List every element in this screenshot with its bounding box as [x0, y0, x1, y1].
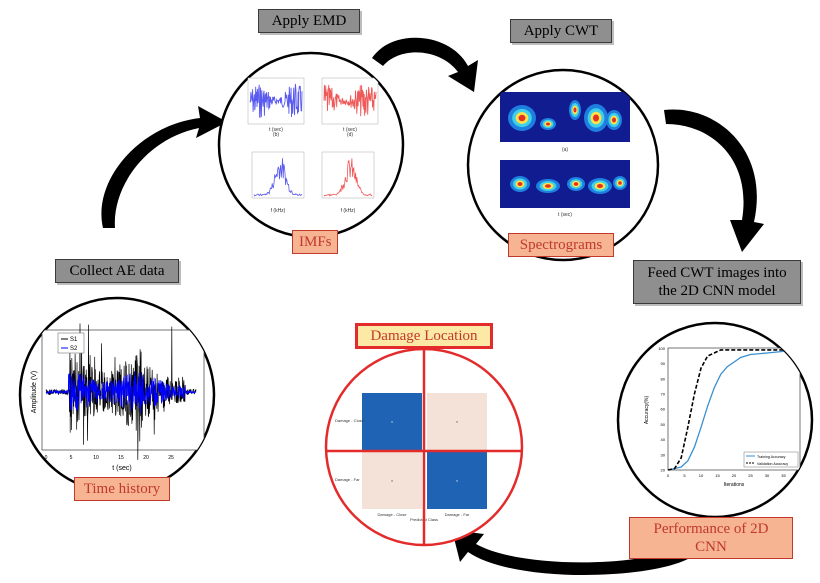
time-history-xtick: 0 [45, 455, 48, 461]
cm-cell-close-far [427, 393, 487, 450]
accuracy-legend-validation: Validation Accuracy [757, 462, 788, 466]
accuracy-axes [667, 347, 801, 471]
accuracy-xtick: 10 [699, 473, 704, 478]
imf-xlabel-time-right: t (sec) [343, 127, 357, 133]
output-time-history: Time history [74, 477, 170, 501]
accuracy-xtick: 15 [715, 473, 720, 478]
output-imfs: IMFs [292, 230, 338, 254]
step-feed-cwt-images: Feed CWT images into the 2D CNN model [633, 260, 801, 304]
output-performance-2d-cnn: Performance of 2D CNN [629, 517, 793, 559]
step-apply-emd: Apply EMD [258, 9, 360, 33]
spectrogram-top-blobs [508, 100, 622, 132]
time-history-xtick: 5 [70, 455, 73, 461]
arrow-emd-to-cwt [372, 37, 478, 92]
accuracy-ytick: 50 [661, 422, 666, 427]
accuracy-ytick: 30 [661, 452, 666, 457]
spectrogram-energy-blob [618, 181, 622, 185]
imf-freq-red-trace [323, 158, 373, 197]
accuracy-xtick: 5 [683, 473, 686, 478]
accuracy-xtick: 25 [748, 473, 753, 478]
imf-freq-red-plot [321, 151, 375, 199]
accuracy-ytick: 40 [661, 437, 666, 442]
time-history-ylabel: Amplitude (V) [31, 371, 38, 413]
imf-xlabel-freq-right: f (kHz) [341, 208, 356, 214]
spectrogram-energy-blob [573, 107, 577, 113]
arrow-collect-to-emd [101, 106, 227, 228]
time-history-xtick: 15 [118, 455, 124, 461]
imf-freq-blue-trace [253, 158, 303, 197]
spectrogram-energy-blob [517, 182, 523, 186]
accuracy-xtick: 35 [781, 473, 786, 478]
accuracy-ytick: 20 [661, 468, 666, 473]
time-history-s2-trace [45, 371, 197, 414]
accuracy-legend-training: Training Accuracy [757, 455, 786, 459]
time-history-legend-s1: S1 [70, 337, 78, 343]
accuracy-xtick: 30 [765, 473, 770, 478]
flow-arrows [101, 37, 764, 576]
spectrogram-bottom-blobs [510, 176, 627, 194]
imf-caption-d: (d) [347, 132, 353, 138]
imf-circle: (b) (d) t (sec) t (sec) f (kHz) f (kHz) [217, 51, 405, 239]
imf-freq-blue-plot [251, 151, 305, 199]
time-history-legend-s2: S2 [70, 346, 78, 352]
arrow-cwt-to-feed [664, 109, 764, 252]
imf-time-red-trace [323, 84, 377, 117]
imf-xlabel-time-left: t (sec) [269, 127, 283, 133]
accuracy-ytick: 70 [661, 392, 666, 397]
time-history-xtick: 20 [143, 455, 149, 461]
svg-text:×: × [456, 478, 459, 483]
step-collect-ae-data: Collect AE data [55, 259, 179, 283]
time-history-xtick: 10 [93, 455, 99, 461]
accuracy-ytick: 60 [661, 407, 666, 412]
output-spectrograms: Spectrograms [508, 233, 614, 257]
cm-cell-close-close [362, 393, 422, 450]
accuracy-legend [743, 451, 799, 468]
step-feed-line1: Feed CWT images into [647, 265, 787, 281]
accuracy-ytick: 80 [661, 376, 666, 381]
accuracy-xtick: 20 [732, 473, 737, 478]
output-damage-location: Damage Location [355, 323, 493, 349]
cm-cell-far-far [427, 452, 487, 509]
imf-xlabel-freq-left: f (kHz) [271, 208, 286, 214]
time-history-circle: S1 S2 Amplitude (V) 0 5 10 15 20 25 30 t (sec) [18, 296, 216, 494]
step-apply-cwt: Apply CWT [510, 19, 612, 43]
accuracy-xtick: 0 [667, 473, 670, 478]
spectrogram-energy-blob [612, 117, 616, 123]
spectrogram-energy-blob [573, 182, 579, 186]
cm-col-label-close: Damage - Close [378, 512, 408, 517]
imf-time-blue-trace [249, 83, 303, 119]
step-feed-line2: the 2D CNN model [658, 283, 776, 299]
spectrogram-energy-blob [546, 122, 550, 126]
arrow-perf-to-damage [452, 530, 700, 576]
cm-cell-far-close [362, 452, 422, 509]
spectrogram-energy-blob [593, 114, 599, 122]
accuracy-xtick: 40 [798, 473, 803, 478]
spectrogram-caption: (a) [562, 147, 568, 153]
accuracy-yticks: 20 30 40 50 60 70 80 90 100 [658, 346, 665, 473]
spectrogram-circle: (a) t (sec) [466, 68, 660, 262]
spectrogram-energy-blob [545, 184, 551, 188]
accuracy-xlabel: Iterations [724, 482, 745, 488]
accuracy-training-line [667, 350, 800, 471]
accuracy-ytick: 100 [658, 346, 665, 351]
imf-caption-b: (b) [273, 132, 279, 138]
accuracy-ytick: 90 [661, 361, 666, 366]
svg-text:×: × [391, 419, 394, 424]
time-history-xlabel: t (sec) [112, 465, 131, 472]
svg-text:×: × [391, 478, 394, 483]
accuracy-validation-line [667, 349, 800, 471]
spectrogram-energy-blob [518, 114, 526, 122]
cm-row-label-close: Damage - Close [335, 418, 365, 423]
cm-col-label-far: Damage - Far [445, 512, 470, 517]
spectrogram-xlabel: t (sec) [558, 212, 572, 218]
time-history-xtick: 25 [168, 455, 174, 461]
damage-location-circle: × × × × Damage - Close Damage - Far Dama… [324, 347, 524, 547]
spectrogram-energy-blob [597, 184, 603, 188]
accuracy-circle: 20 30 40 50 60 70 80 90 100 0 5 10 15 20 25 30 35 40 Acc… [616, 321, 814, 519]
svg-text:×: × [456, 419, 459, 424]
cm-row-label-far: Damage - Far [335, 477, 360, 482]
accuracy-ylabel: Accuracy(%) [644, 395, 650, 424]
